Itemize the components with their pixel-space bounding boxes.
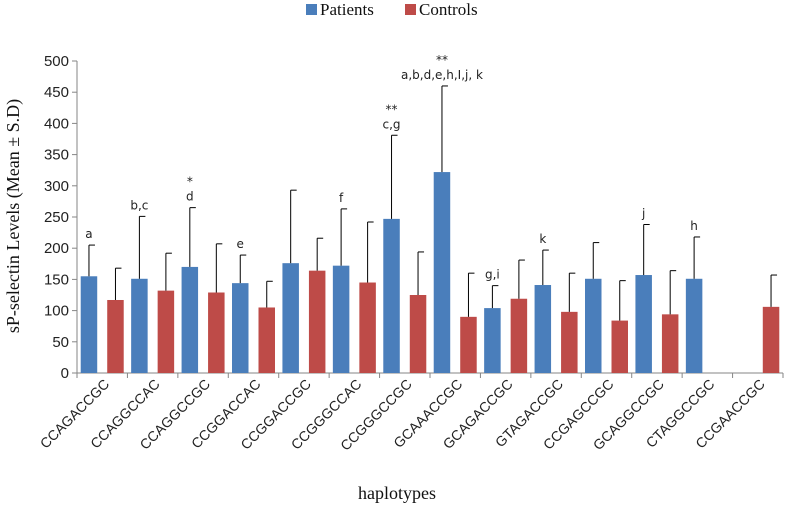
significance-label: g,i <box>485 268 500 282</box>
legend-label-controls: Controls <box>419 0 478 19</box>
bar-patients <box>282 263 299 373</box>
bar-controls <box>258 307 275 373</box>
plot-area: 050100150200250300350400450500CCAGACCGCC… <box>37 53 784 454</box>
y-tick-label: 100 <box>44 303 69 320</box>
bar-controls <box>359 282 376 373</box>
legend-swatch-patients <box>306 4 317 15</box>
bar-patients <box>433 172 451 373</box>
significance-label: h <box>690 219 698 233</box>
bar-patients <box>585 278 602 373</box>
y-tick-label: 150 <box>44 271 69 288</box>
bar-patients <box>383 218 400 373</box>
bar-patients <box>534 285 552 373</box>
bar-controls <box>208 292 225 373</box>
significance-label: f <box>339 191 344 205</box>
y-axis-title: sP-selectin Levels (Mean ± S.D) <box>3 99 24 333</box>
bar-patients <box>80 276 98 373</box>
significance-label: a <box>85 227 92 241</box>
bar-controls <box>308 270 326 373</box>
bar-controls <box>661 314 679 373</box>
bar-patients <box>232 283 249 373</box>
bar-controls <box>561 311 578 373</box>
bar-patients <box>484 308 501 373</box>
y-tick-label: 350 <box>44 147 69 164</box>
legend-swatch-controls <box>405 4 416 15</box>
significance-label: ** <box>436 53 448 67</box>
bar-controls <box>107 299 124 373</box>
bar-controls <box>762 306 780 373</box>
bar-patients <box>181 266 199 373</box>
y-tick-label: 300 <box>44 178 69 195</box>
significance-label: a,b,d,e,h,I,j, k <box>401 68 483 82</box>
bar-controls <box>611 320 628 373</box>
bar-controls <box>460 316 477 373</box>
legend-label-patients: Patients <box>320 0 374 19</box>
significance-label: * <box>187 175 193 189</box>
significance-label: k <box>539 232 546 246</box>
y-tick-label: 50 <box>52 334 69 351</box>
y-tick-label: 250 <box>44 209 69 226</box>
bar-controls <box>157 290 175 373</box>
bar-patients <box>635 275 652 373</box>
significance-label: j <box>641 206 645 220</box>
y-tick-label: 500 <box>44 53 69 70</box>
significance-label: c,g <box>383 117 401 131</box>
y-tick-label: 450 <box>44 84 69 101</box>
significance-label: ** <box>386 102 398 116</box>
bar-controls <box>510 298 528 373</box>
y-tick-label: 200 <box>44 240 69 257</box>
significance-label: e <box>237 237 244 251</box>
significance-label: b,c <box>130 198 148 212</box>
y-tick-label: 0 <box>61 365 69 382</box>
bar-patients <box>131 278 148 373</box>
legend: Patients Controls <box>306 0 478 19</box>
bar-patients <box>332 265 350 373</box>
significance-label: d <box>186 190 194 204</box>
x-axis-title: haplotypes <box>358 483 436 503</box>
bar-patients <box>685 278 703 373</box>
bar-controls <box>409 295 427 373</box>
y-tick-label: 400 <box>44 115 69 132</box>
